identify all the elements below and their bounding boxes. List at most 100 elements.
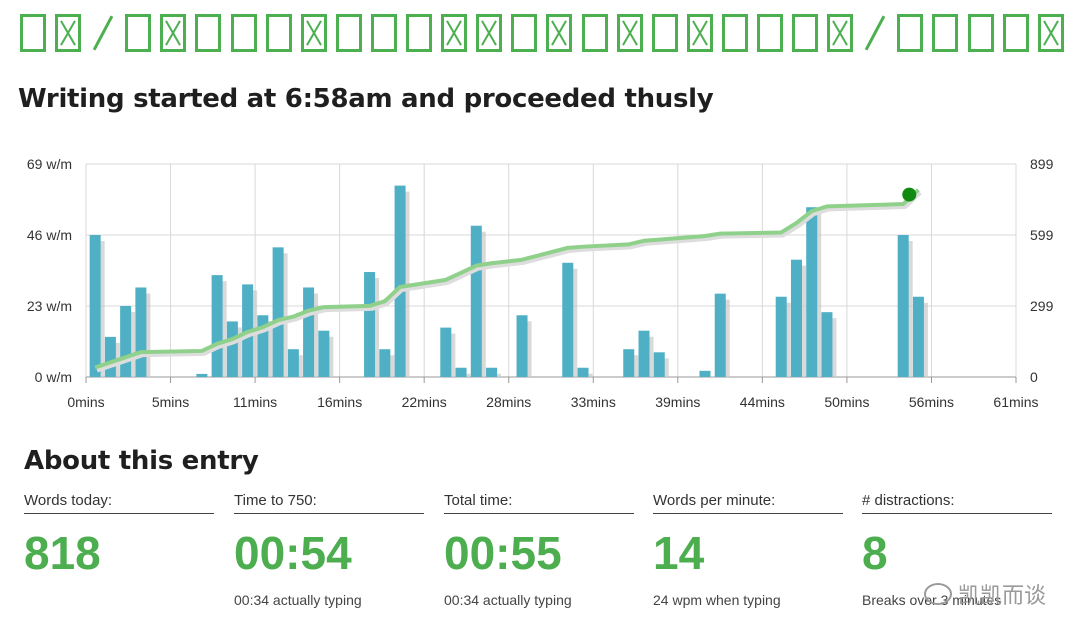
cumulative-line-shadow [96, 191, 922, 373]
bar [318, 330, 330, 377]
bar [272, 247, 284, 377]
stat-time-to-750: Time to 750: 00:54 00:34 actually typing [234, 492, 424, 608]
bar [714, 293, 726, 377]
banner-glyph [546, 14, 573, 52]
bar [89, 235, 101, 377]
wechat-icon [923, 583, 952, 605]
y-right-tick-label: 899 [1030, 156, 1054, 172]
stat-label: Total time: [444, 492, 634, 514]
bar [821, 312, 833, 377]
banner-glyph [370, 14, 397, 52]
bar [516, 315, 528, 377]
bar [440, 327, 452, 377]
banner-glyph [335, 14, 362, 52]
banner-glyph [125, 14, 152, 52]
bar [806, 207, 818, 377]
bar [303, 287, 315, 377]
x-tick-label: 61mins [993, 394, 1038, 410]
x-tick-label: 5mins [152, 394, 189, 410]
bar [775, 296, 787, 377]
banner-glyph [897, 14, 924, 52]
stat-label: # distractions: [862, 492, 1052, 514]
banner-glyph [616, 14, 643, 52]
bar [135, 287, 147, 377]
banner-glyph [90, 14, 116, 52]
banner-glyph [581, 14, 608, 52]
bar [912, 296, 924, 377]
stat-note: 00:34 actually typing [444, 592, 572, 608]
x-tick-label: 11mins [233, 394, 277, 410]
header-banner [20, 8, 1064, 58]
watermark: 凯凯而谈 [923, 578, 1046, 610]
stat-value: 818 [24, 527, 101, 579]
x-tick-label: 56mins [909, 394, 954, 410]
banner-glyph [967, 14, 994, 52]
banner-glyph [265, 14, 292, 52]
bar [790, 259, 802, 377]
banner-glyph [827, 14, 854, 52]
banner-glyph [756, 14, 783, 52]
bar [470, 225, 482, 377]
y-right-tick-label: 0 [1030, 369, 1038, 385]
banner-glyph [721, 14, 748, 52]
chart-title: Writing started at 6:58am and proceeded … [18, 84, 714, 114]
banner-glyph [1002, 14, 1029, 52]
bar [394, 185, 406, 377]
y-left-tick-label: 23 w/m [27, 298, 72, 314]
bar [104, 336, 116, 377]
bar [379, 349, 391, 377]
banner-glyph [932, 14, 959, 52]
stat-value: 00:54 [234, 527, 352, 579]
bar [455, 367, 467, 377]
banner-glyph [160, 14, 187, 52]
stat-value: 00:55 [444, 527, 562, 579]
banner-glyph [406, 14, 433, 52]
bar [577, 367, 589, 377]
end-marker [902, 187, 917, 202]
stat-note: 00:34 actually typing [234, 592, 362, 608]
banner-glyph [651, 14, 678, 52]
banner-glyph [862, 14, 888, 52]
y-right-tick-label: 599 [1030, 227, 1054, 243]
bar [623, 349, 635, 377]
stat-value: 14 [653, 527, 705, 579]
watermark-text: 凯凯而谈 [957, 584, 1046, 609]
stat-label: Time to 750: [234, 492, 424, 514]
banner-glyph [441, 14, 468, 52]
banner-glyph [195, 14, 222, 52]
banner-glyph [476, 14, 503, 52]
words-per-minute-chart: 0 w/m 0 23 w/m 299 46 w/m 599 69 w/m 899 0mins 5m… [27, 156, 1054, 410]
x-tick-label: 28mins [486, 394, 531, 410]
banner-glyph [300, 14, 327, 52]
stat-label: Words today: [24, 492, 214, 514]
bar [287, 349, 299, 377]
banner-glyph [792, 14, 819, 52]
bar [562, 262, 574, 377]
x-tick-label: 16mins [317, 394, 362, 410]
bar [699, 370, 711, 377]
x-tick-label: 22mins [402, 394, 447, 410]
bar [196, 373, 208, 377]
stat-label: Words per minute: [653, 492, 843, 514]
stat-note: 24 wpm when typing [653, 592, 781, 608]
bar [653, 352, 665, 377]
banner-glyph [20, 14, 46, 52]
bar [226, 321, 238, 377]
bar [364, 272, 376, 377]
y-right-tick-label: 299 [1030, 298, 1054, 314]
stat-words-today: Words today: 818 [24, 492, 214, 592]
bar [638, 330, 650, 377]
banner-glyph [55, 14, 82, 52]
banner-glyph [1037, 14, 1064, 52]
banner-glyph [511, 14, 538, 52]
banner-glyph [686, 14, 713, 52]
banner-glyph [230, 14, 257, 52]
x-tick-label: 44mins [740, 394, 785, 410]
bar [486, 367, 498, 377]
x-tick-label: 50mins [824, 394, 869, 410]
about-title: About this entry [24, 446, 259, 476]
cumulative-line [94, 188, 920, 370]
x-tick-label: 33mins [571, 394, 616, 410]
x-tick-label: 39mins [655, 394, 700, 410]
y-left-tick-label: 0 w/m [35, 369, 72, 385]
